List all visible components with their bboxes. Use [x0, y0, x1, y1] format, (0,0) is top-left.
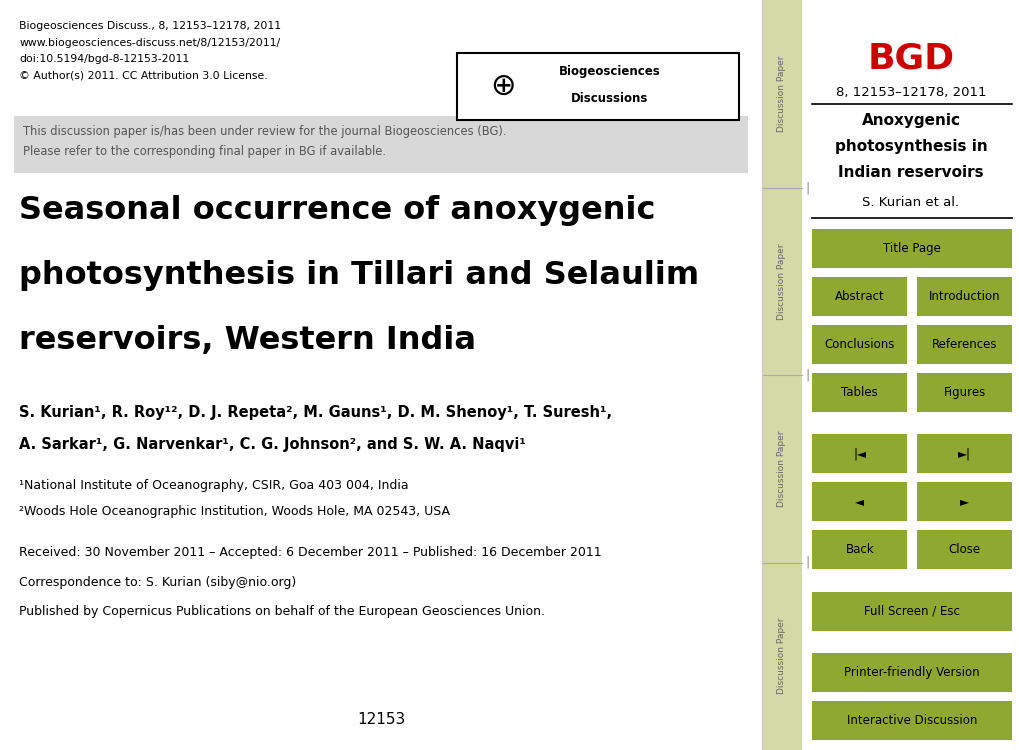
Text: Close: Close [948, 543, 980, 556]
Text: Interactive Discussion: Interactive Discussion [846, 714, 976, 728]
Text: Back: Back [845, 543, 873, 556]
FancyBboxPatch shape [811, 482, 906, 521]
Text: BGD: BGD [866, 41, 954, 75]
Text: Conclusions: Conclusions [823, 338, 894, 351]
FancyBboxPatch shape [811, 325, 906, 364]
Text: S. Kurian et al.: S. Kurian et al. [862, 196, 959, 209]
Text: 12153: 12153 [357, 712, 405, 728]
FancyBboxPatch shape [916, 530, 1011, 569]
Text: ²Woods Hole Oceanographic Institution, Woods Hole, MA 02543, USA: ²Woods Hole Oceanographic Institution, W… [19, 506, 449, 518]
Text: Full Screen / Esc: Full Screen / Esc [863, 604, 959, 618]
Text: Biogeosciences: Biogeosciences [558, 64, 660, 78]
Text: Figures: Figures [943, 386, 985, 399]
Text: |: | [804, 556, 808, 569]
Text: reservoirs, Western India: reservoirs, Western India [19, 326, 476, 356]
FancyBboxPatch shape [811, 277, 906, 316]
Text: ¹National Institute of Oceanography, CSIR, Goa 403 004, India: ¹National Institute of Oceanography, CSI… [19, 478, 409, 491]
FancyBboxPatch shape [13, 116, 748, 172]
FancyBboxPatch shape [916, 482, 1011, 521]
Text: Seasonal occurrence of anoxygenic: Seasonal occurrence of anoxygenic [19, 195, 655, 226]
Point [1005, 213, 1017, 222]
Text: References: References [931, 338, 997, 351]
Text: Biogeosciences Discuss., 8, 12153–12178, 2011: Biogeosciences Discuss., 8, 12153–12178,… [19, 21, 281, 31]
Point [805, 99, 817, 108]
Text: Discussion Paper: Discussion Paper [776, 618, 786, 695]
FancyBboxPatch shape [811, 592, 1011, 631]
Text: |: | [804, 368, 808, 382]
Text: photosynthesis in: photosynthesis in [834, 139, 986, 154]
Text: Discussion Paper: Discussion Paper [776, 56, 786, 132]
Point [805, 213, 817, 222]
Text: |: | [804, 181, 808, 194]
Text: Tables: Tables [841, 386, 877, 399]
Text: Indian reservoirs: Indian reservoirs [838, 165, 983, 180]
Point [755, 558, 767, 567]
FancyBboxPatch shape [811, 373, 906, 412]
Point [795, 370, 807, 380]
Text: www.biogeosciences-discuss.net/8/12153/2011/: www.biogeosciences-discuss.net/8/12153/2… [19, 38, 280, 47]
FancyBboxPatch shape [811, 701, 1011, 740]
FancyBboxPatch shape [811, 229, 1011, 268]
FancyBboxPatch shape [916, 325, 1011, 364]
FancyBboxPatch shape [811, 653, 1011, 692]
FancyBboxPatch shape [916, 277, 1011, 316]
Point [755, 370, 767, 380]
Text: doi:10.5194/bgd-8-12153-2011: doi:10.5194/bgd-8-12153-2011 [19, 54, 190, 64]
Text: A. Sarkar¹, G. Narvenkar¹, C. G. Johnson², and S. W. A. Naqvi¹: A. Sarkar¹, G. Narvenkar¹, C. G. Johnson… [19, 437, 526, 452]
Text: ⊕: ⊕ [490, 72, 516, 100]
Text: Correspondence to: S. Kurian (siby@nio.org): Correspondence to: S. Kurian (siby@nio.o… [19, 576, 296, 589]
Text: Anoxygenic: Anoxygenic [861, 112, 960, 128]
Text: |◄: |◄ [852, 447, 865, 460]
Text: Received: 30 November 2011 – Accepted: 6 December 2011 – Published: 16 December : Received: 30 November 2011 – Accepted: 6… [19, 546, 601, 559]
Point [795, 558, 807, 567]
Text: 8, 12153–12178, 2011: 8, 12153–12178, 2011 [835, 86, 985, 99]
Text: ►: ► [960, 495, 968, 508]
FancyBboxPatch shape [811, 434, 906, 473]
Point [795, 183, 807, 192]
Text: Discussions: Discussions [571, 92, 648, 106]
Text: photosynthesis in Tillari and Selaulim: photosynthesis in Tillari and Selaulim [19, 260, 698, 291]
Text: Abstract: Abstract [834, 290, 883, 303]
Text: Introduction: Introduction [928, 290, 1000, 303]
Text: ►|: ►| [958, 447, 970, 460]
Point [755, 183, 767, 192]
FancyBboxPatch shape [457, 53, 739, 120]
Text: S. Kurian¹, R. Roy¹², D. J. Repeta², M. Gauns¹, D. M. Shenoy¹, T. Suresh¹,: S. Kurian¹, R. Roy¹², D. J. Repeta², M. … [19, 405, 611, 420]
Text: Printer-friendly Version: Printer-friendly Version [844, 666, 979, 680]
Text: Discussion Paper: Discussion Paper [776, 430, 786, 507]
Text: Discussion Paper: Discussion Paper [776, 243, 786, 320]
FancyBboxPatch shape [916, 373, 1011, 412]
FancyBboxPatch shape [811, 530, 906, 569]
Text: Title Page: Title Page [882, 242, 941, 255]
FancyBboxPatch shape [916, 434, 1011, 473]
Text: This discussion paper is/has been under review for the journal Biogeosciences (B: This discussion paper is/has been under … [22, 125, 505, 158]
Text: Published by Copernicus Publications on behalf of the European Geosciences Union: Published by Copernicus Publications on … [19, 604, 544, 617]
FancyBboxPatch shape [761, 0, 801, 750]
Point [1005, 99, 1017, 108]
Text: ◄: ◄ [854, 495, 863, 508]
Text: © Author(s) 2011. CC Attribution 3.0 License.: © Author(s) 2011. CC Attribution 3.0 Lic… [19, 70, 267, 80]
